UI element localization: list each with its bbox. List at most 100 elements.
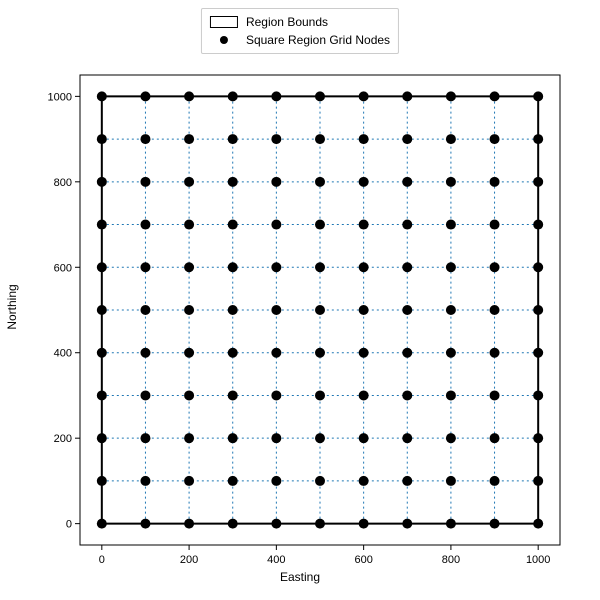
- grid-node: [359, 519, 369, 529]
- grid-node: [97, 348, 107, 358]
- grid-node: [271, 305, 281, 315]
- grid-node: [140, 390, 150, 400]
- grid-node: [359, 134, 369, 144]
- grid-node: [402, 220, 412, 230]
- grid-node: [490, 305, 500, 315]
- grid-node: [184, 91, 194, 101]
- legend-row-bounds: Region Bounds: [210, 13, 390, 31]
- grid-node: [359, 476, 369, 486]
- grid-node: [271, 262, 281, 272]
- rect-swatch-icon: [210, 16, 238, 28]
- grid-node: [402, 262, 412, 272]
- grid-node: [140, 433, 150, 443]
- grid-node: [228, 262, 238, 272]
- legend: Region Bounds Square Region Grid Nodes: [201, 8, 399, 54]
- grid-node: [184, 348, 194, 358]
- grid-node: [271, 476, 281, 486]
- grid-node: [315, 134, 325, 144]
- grid-node: [490, 348, 500, 358]
- grid-node: [271, 177, 281, 187]
- grid-node: [184, 476, 194, 486]
- grid-node: [184, 134, 194, 144]
- y-tick-label: 600: [54, 262, 72, 274]
- grid-node: [533, 305, 543, 315]
- grid-node: [228, 305, 238, 315]
- grid-node: [184, 177, 194, 187]
- grid-node: [402, 390, 412, 400]
- grid-node: [533, 390, 543, 400]
- grid-node: [228, 390, 238, 400]
- grid-node: [533, 519, 543, 529]
- grid-node: [533, 220, 543, 230]
- grid-node: [446, 305, 456, 315]
- grid-node: [446, 390, 456, 400]
- grid-node: [490, 177, 500, 187]
- grid-node: [315, 348, 325, 358]
- grid-node: [140, 348, 150, 358]
- grid-node: [359, 305, 369, 315]
- grid-node: [140, 220, 150, 230]
- grid-node: [359, 177, 369, 187]
- grid-node: [97, 476, 107, 486]
- grid-node: [533, 433, 543, 443]
- grid-node: [446, 476, 456, 486]
- grid-node: [271, 390, 281, 400]
- grid-node: [533, 262, 543, 272]
- grid-node: [97, 134, 107, 144]
- grid-node: [359, 262, 369, 272]
- grid-node: [228, 519, 238, 529]
- x-tick-label: 1000: [526, 554, 550, 566]
- dot-swatch-icon: [220, 36, 228, 44]
- x-tick-label: 200: [180, 554, 198, 566]
- y-tick-label: 0: [66, 519, 72, 531]
- x-tick-label: 800: [442, 554, 460, 566]
- grid-node: [402, 177, 412, 187]
- y-axis-label: Northing: [5, 284, 19, 329]
- y-tick-label: 1000: [48, 91, 72, 103]
- grid-node: [271, 433, 281, 443]
- grid-node: [97, 390, 107, 400]
- grid-node: [490, 91, 500, 101]
- grid-node: [228, 134, 238, 144]
- grid-node: [446, 433, 456, 443]
- grid-node: [359, 433, 369, 443]
- grid-node: [97, 519, 107, 529]
- grid-node: [490, 433, 500, 443]
- grid-node: [228, 433, 238, 443]
- legend-label: Region Bounds: [246, 14, 328, 31]
- grid-node: [315, 390, 325, 400]
- grid-node: [140, 476, 150, 486]
- grid-node: [315, 262, 325, 272]
- grid-node: [315, 177, 325, 187]
- grid-node: [97, 262, 107, 272]
- grid-node: [402, 476, 412, 486]
- grid-node: [533, 348, 543, 358]
- grid-node: [184, 433, 194, 443]
- grid-node: [315, 305, 325, 315]
- grid-node: [402, 305, 412, 315]
- grid-node: [315, 91, 325, 101]
- grid-node: [97, 91, 107, 101]
- grid-node: [228, 476, 238, 486]
- y-tick-label: 200: [54, 433, 72, 445]
- grid-node: [402, 91, 412, 101]
- grid-node: [359, 220, 369, 230]
- grid-node: [402, 134, 412, 144]
- grid-node: [228, 348, 238, 358]
- grid-node: [140, 177, 150, 187]
- grid-node: [533, 476, 543, 486]
- grid-node: [446, 519, 456, 529]
- grid-node: [490, 262, 500, 272]
- grid-node: [446, 348, 456, 358]
- grid-node: [184, 262, 194, 272]
- grid-node: [97, 220, 107, 230]
- grid-node: [446, 134, 456, 144]
- grid-node: [446, 262, 456, 272]
- grid-node: [97, 305, 107, 315]
- grid-node: [402, 433, 412, 443]
- grid-node: [140, 305, 150, 315]
- grid-node: [402, 519, 412, 529]
- x-tick-label: 0: [99, 554, 105, 566]
- grid-node: [446, 220, 456, 230]
- grid-node: [315, 519, 325, 529]
